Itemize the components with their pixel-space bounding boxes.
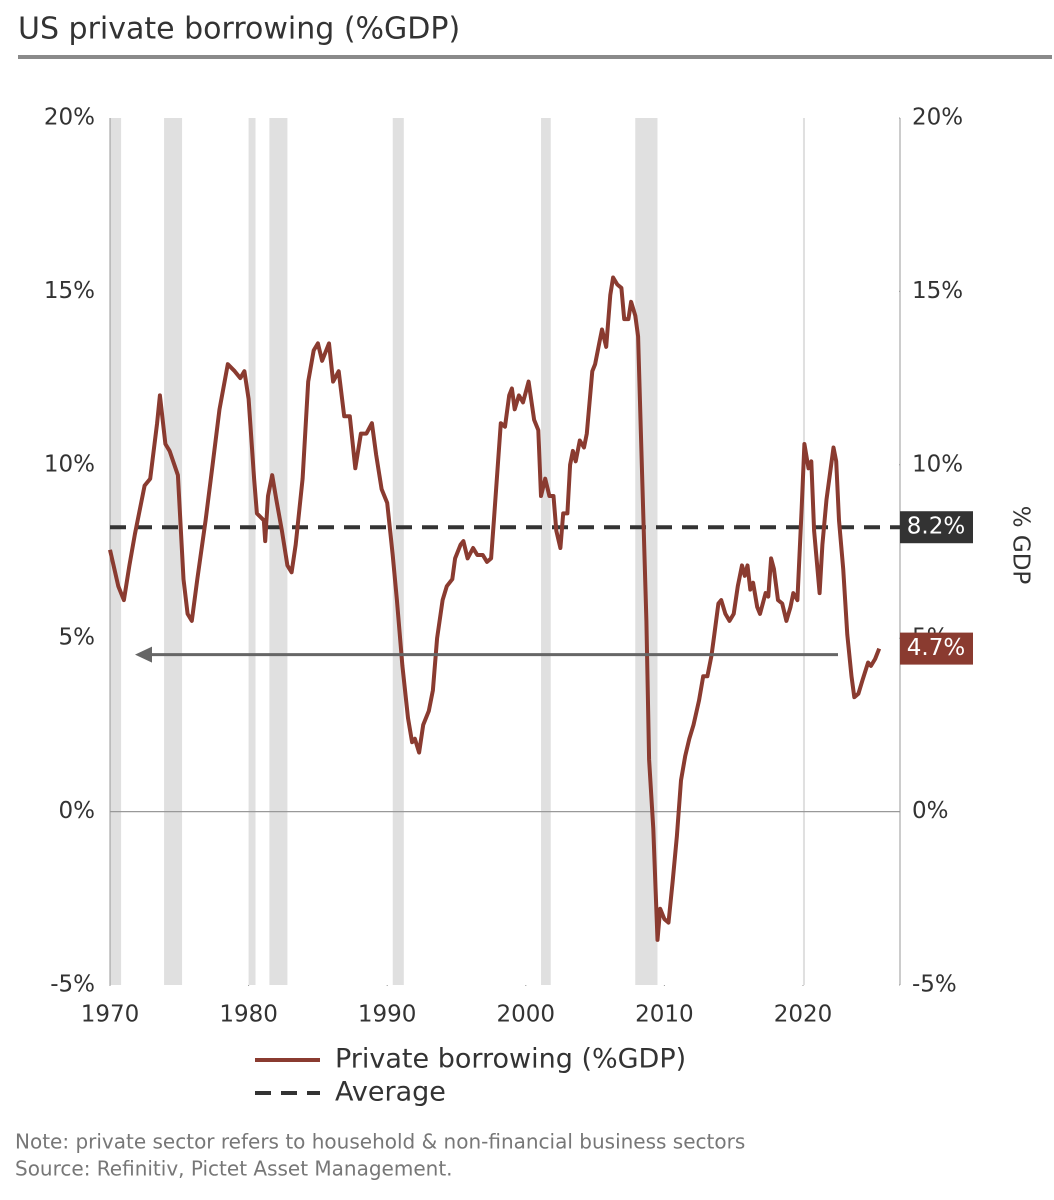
title-rule [18, 55, 1052, 59]
average-label: 8.2% [907, 514, 965, 540]
y2-tick-label: 20% [912, 105, 963, 131]
recession-band [269, 118, 288, 985]
source: Source: Refinitiv, Pictet Asset Manageme… [15, 1157, 453, 1181]
y-tick-label: 5% [59, 625, 96, 651]
series-line [108, 275, 882, 942]
y-tick-label: 0% [59, 798, 96, 824]
note: Note: private sector refers to household… [15, 1130, 745, 1154]
recession-band [392, 118, 404, 985]
x-tick-label: 2010 [635, 1002, 694, 1028]
x-tick-label: 1980 [219, 1002, 278, 1028]
recession-band [164, 118, 183, 985]
legend-label: Average [335, 1077, 446, 1108]
x-tick-label: 2000 [497, 1002, 556, 1028]
y2-tick-label: 15% [912, 278, 963, 304]
recession-band [541, 118, 551, 985]
arrow-head [135, 646, 152, 663]
x-tick-label: 1970 [81, 1002, 140, 1028]
y-tick-label: 15% [44, 278, 95, 304]
end-label: 4.7% [907, 635, 965, 661]
y-tick-label: -5% [50, 972, 95, 998]
recession-band [110, 118, 122, 985]
y-tick-label: 20% [44, 105, 95, 131]
recession-band [248, 118, 256, 985]
y2-tick-label: 0% [912, 798, 949, 824]
y2-axis-title: % GDP [1008, 506, 1034, 585]
recession-band [635, 118, 658, 985]
y2-tick-label: 10% [912, 451, 963, 477]
x-tick-label: 1990 [358, 1002, 417, 1028]
x-tick-label: 2020 [774, 1002, 833, 1028]
y-tick-label: 10% [44, 451, 95, 477]
y2-tick-label: -5% [912, 972, 957, 998]
chart-title: US private borrowing (%GDP) [18, 12, 460, 47]
legend-label: Private borrowing (%GDP) [335, 1044, 686, 1075]
recession-band [802, 118, 805, 985]
end-label-box [900, 632, 973, 665]
average-label-box [900, 511, 973, 544]
